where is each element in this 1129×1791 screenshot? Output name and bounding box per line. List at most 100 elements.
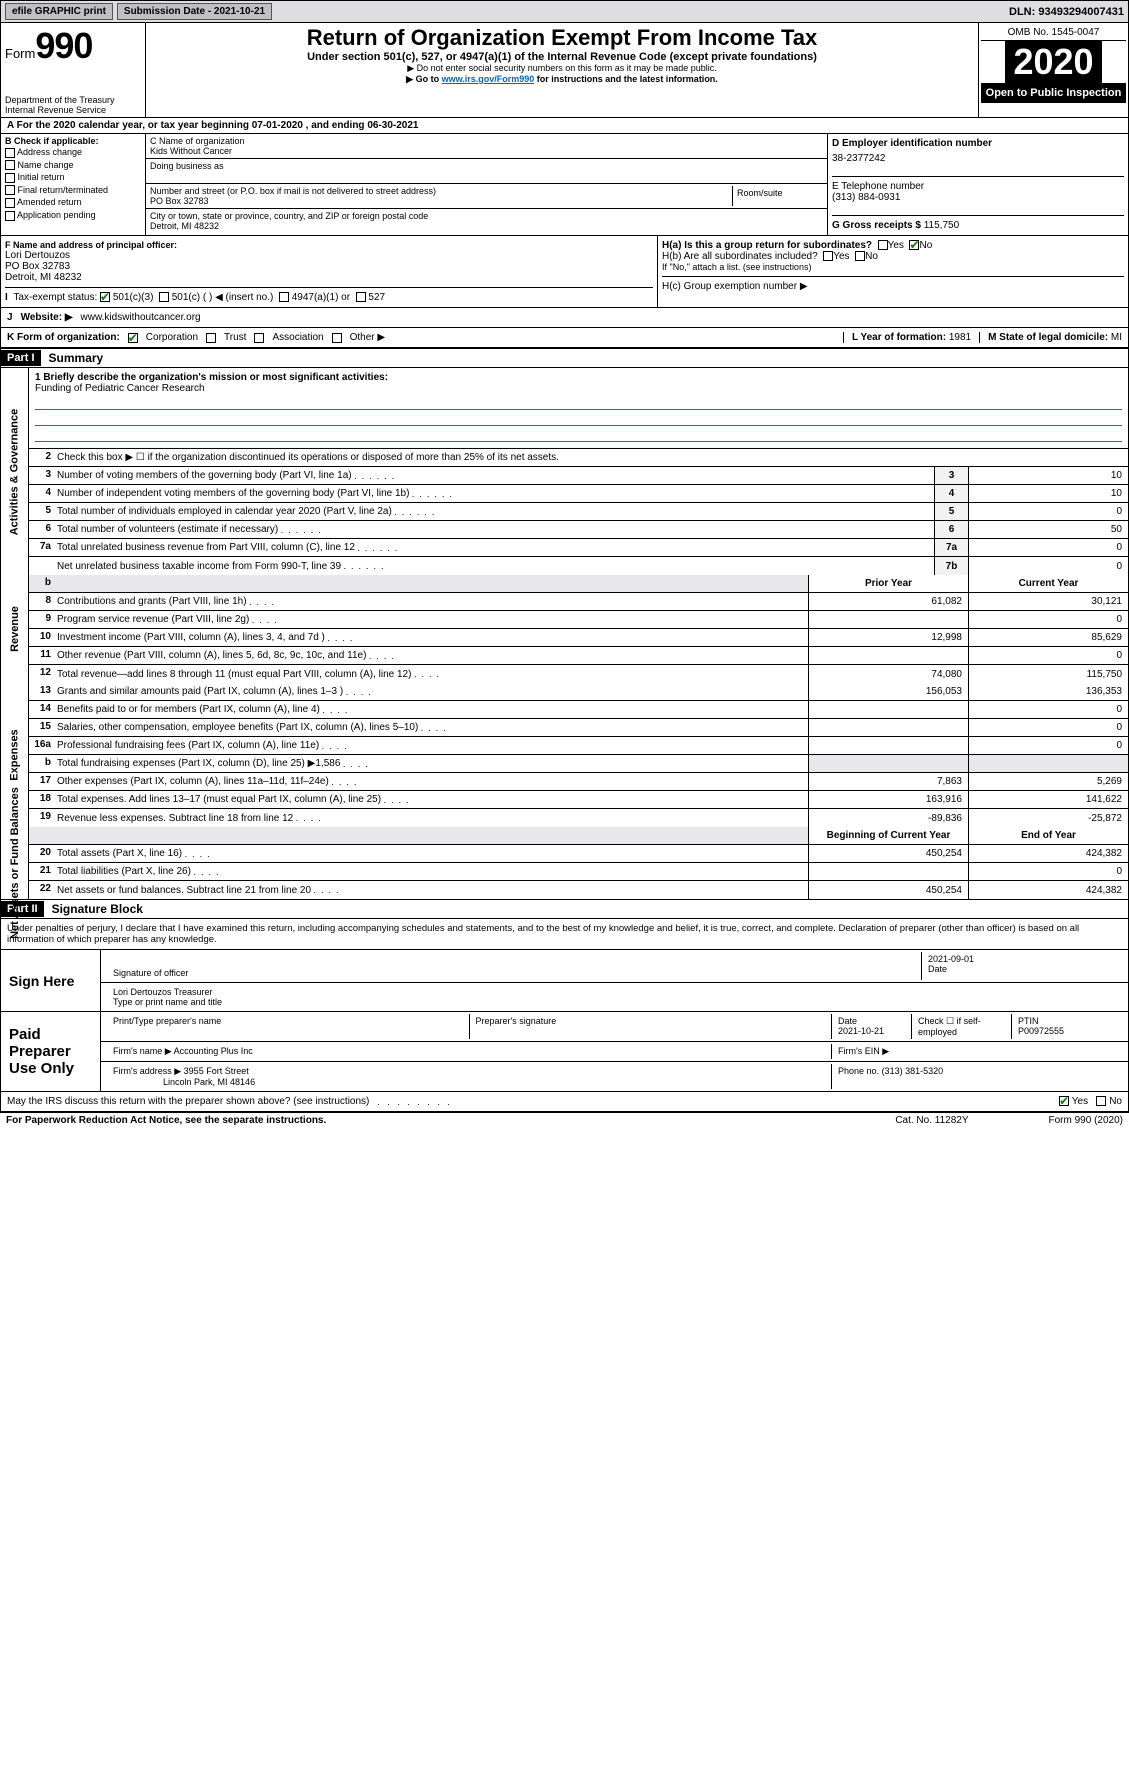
paid-preparer-label: Paid Preparer Use Only [1, 1012, 101, 1091]
form-title: Return of Organization Exempt From Incom… [152, 25, 972, 51]
efile-button[interactable]: efile GRAPHIC print [5, 3, 113, 20]
cb-ha-no[interactable] [909, 240, 919, 250]
end-year-hdr: End of Year [968, 827, 1128, 844]
cb-final-return[interactable]: Final return/terminated [5, 184, 141, 197]
sig-name: Lori Dertouzos Treasurer [113, 987, 1116, 997]
gov-line: Net unrelated business taxable income fr… [29, 557, 1128, 575]
sig-name-label: Type or print name and title [113, 997, 1116, 1007]
ptin-value: P00972555 [1018, 1026, 1064, 1036]
data-line: 15Salaries, other compensation, employee… [29, 719, 1128, 737]
gov-line: 5Total number of individuals employed in… [29, 503, 1128, 521]
side-expenses: Expenses [9, 729, 21, 780]
gross-value: 115,750 [924, 220, 959, 231]
phone-value: (313) 884-0931 [832, 192, 900, 203]
ein-label: D Employer identification number [832, 136, 1124, 151]
data-line: 10Investment income (Part VIII, column (… [29, 629, 1128, 647]
revenue-section: Revenue bPrior YearCurrent Year 8Contrib… [0, 575, 1129, 683]
cb-discuss-no[interactable] [1096, 1096, 1106, 1106]
gov-line: 4Number of independent voting members of… [29, 485, 1128, 503]
cb-initial-return[interactable]: Initial return [5, 171, 141, 184]
cb-4947[interactable] [279, 292, 289, 302]
sig-date: 2021-09-01 [928, 954, 1116, 964]
cb-hb-yes[interactable] [823, 251, 833, 261]
mission-q: 1 Briefly describe the organization's mi… [35, 372, 1122, 383]
data-line: 17Other expenses (Part IX, column (A), l… [29, 773, 1128, 791]
prior-year-hdr: Prior Year [808, 575, 968, 592]
firm-name: Accounting Plus Inc [174, 1046, 253, 1056]
cb-assoc[interactable] [254, 333, 264, 343]
data-line: 21Total liabilities (Part X, line 26) . … [29, 863, 1128, 881]
line2-text: Check this box ▶ ☐ if the organization d… [55, 449, 1128, 466]
inspection-label: Open to Public Inspection [981, 83, 1126, 103]
officer-addr1: PO Box 32783 [5, 261, 653, 272]
data-line: 13Grants and similar amounts paid (Part … [29, 683, 1128, 701]
part2-header: Part II Signature Block [0, 900, 1129, 919]
goto-post: for instructions and the latest informat… [534, 74, 718, 84]
city-label: City or town, state or province, country… [150, 211, 823, 221]
officer-label: F Name and address of principal officer: [5, 240, 653, 250]
gov-line: 3Number of voting members of the governi… [29, 467, 1128, 485]
firm-ein-label: Firm's EIN ▶ [838, 1046, 889, 1056]
phone-label: E Telephone number [832, 181, 924, 192]
period-row: A For the 2020 calendar year, or tax yea… [0, 118, 1129, 134]
beg-year-hdr: Beginning of Current Year [808, 827, 968, 844]
curr-year-hdr: Current Year [968, 575, 1128, 592]
sig-date-label: Date [928, 964, 1116, 974]
gov-line: 7aTotal unrelated business revenue from … [29, 539, 1128, 557]
cb-hb-no[interactable] [855, 251, 865, 261]
cb-501c3[interactable] [100, 292, 110, 302]
cb-name-change[interactable]: Name change [5, 159, 141, 172]
cb-527[interactable] [356, 292, 366, 302]
side-governance: Activities & Governance [9, 408, 21, 535]
self-employed-label: Check ☐ if self-employed [912, 1014, 1012, 1039]
data-line: 20Total assets (Part X, line 16) . . . .… [29, 845, 1128, 863]
officer-name: Lori Dertouzos [5, 250, 653, 261]
irs-link[interactable]: www.irs.gov/Form990 [442, 74, 535, 84]
cat-no: Cat. No. 11282Y [895, 1115, 968, 1126]
firm-addr2: Lincoln Park, MI 48146 [163, 1077, 255, 1087]
cb-other[interactable] [332, 333, 342, 343]
cb-501c[interactable] [159, 292, 169, 302]
data-line: 9Program service revenue (Part VIII, lin… [29, 611, 1128, 629]
data-line: 16aProfessional fundraising fees (Part I… [29, 737, 1128, 755]
cb-ha-yes[interactable] [878, 240, 888, 250]
identity-block: B Check if applicable: Address change Na… [0, 134, 1129, 236]
cb-amended[interactable]: Amended return [5, 196, 141, 209]
room-label: Room/suite [737, 188, 819, 198]
penalties-text: Under penalties of perjury, I declare th… [0, 919, 1129, 950]
data-line: bTotal fundraising expenses (Part IX, co… [29, 755, 1128, 773]
page-footer: For Paperwork Reduction Act Notice, see … [0, 1113, 1129, 1128]
firm-phone: (313) 381-5320 [882, 1066, 944, 1076]
cb-discuss-yes[interactable] [1059, 1096, 1069, 1106]
addr-label: Number and street (or P.O. box if mail i… [150, 186, 732, 196]
officer-addr2: Detroit, MI 48232 [5, 272, 653, 283]
form-subtitle: Under section 501(c), 527, or 4947(a)(1)… [152, 51, 972, 63]
prep-sig-label: Preparer's signature [470, 1014, 833, 1039]
officer-block: F Name and address of principal officer:… [0, 236, 1129, 308]
data-line: 12Total revenue—add lines 8 through 11 (… [29, 665, 1128, 683]
cb-trust[interactable] [206, 333, 216, 343]
hc-label: H(c) Group exemption number ▶ [662, 276, 1124, 292]
dept-label: Department of the Treasury Internal Reve… [5, 95, 141, 115]
dba-label: Doing business as [150, 161, 823, 171]
cb-address-change[interactable]: Address change [5, 146, 141, 159]
year-formation: 1981 [949, 332, 971, 343]
data-line: 18Total expenses. Add lines 13–17 (must … [29, 791, 1128, 809]
form-ref: Form 990 (2020) [1049, 1115, 1123, 1126]
discuss-row: May the IRS discuss this return with the… [0, 1092, 1129, 1113]
hb-label: H(b) Are all subordinates included? [662, 251, 818, 262]
domicile-state: MI [1111, 332, 1122, 343]
governance-section: Activities & Governance 1 Briefly descri… [0, 368, 1129, 575]
cb-application-pending[interactable]: Application pending [5, 209, 141, 222]
website-row: J Website: ▶ www.kidswithoutcancer.org [0, 308, 1129, 328]
submission-date-button[interactable]: Submission Date - 2021-10-21 [117, 3, 272, 20]
city-value: Detroit, MI 48232 [150, 221, 823, 231]
data-line: 14Benefits paid to or for members (Part … [29, 701, 1128, 719]
tax-exempt-label: Tax-exempt status: [13, 292, 97, 303]
cb-corp[interactable] [128, 333, 138, 343]
form-header: Form990 Department of the Treasury Inter… [0, 23, 1129, 118]
ein-value: 38-2377242 [832, 151, 1124, 166]
signature-block: Sign Here Signature of officer 2021-09-0… [0, 950, 1129, 1092]
section-b-label: B Check if applicable: [5, 136, 141, 146]
prep-date: 2021-10-21 [838, 1026, 884, 1036]
